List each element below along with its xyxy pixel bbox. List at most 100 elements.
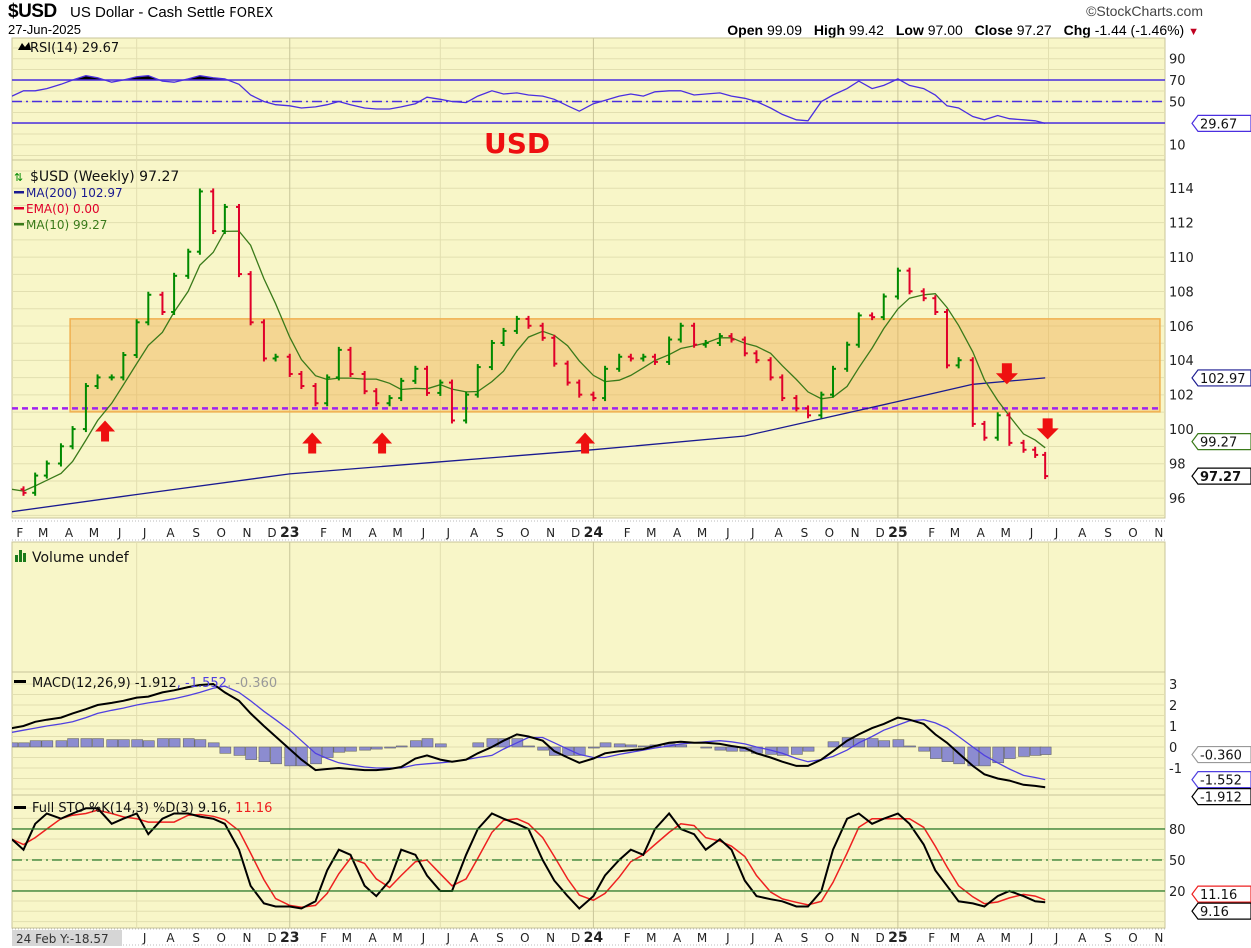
month-tick-label: O xyxy=(825,931,834,945)
macd-histogram-bar xyxy=(941,746,954,762)
macd-histogram-bar xyxy=(537,746,549,751)
macd-histogram-bar xyxy=(1018,746,1030,757)
macd-histogram-bar xyxy=(157,738,169,748)
month-tick-label: F xyxy=(320,931,327,945)
month-tick-label: A xyxy=(774,526,783,540)
month-tick-label: D xyxy=(875,931,884,945)
price-bar xyxy=(272,353,279,362)
exchange: FOREX xyxy=(229,6,274,21)
price-bar xyxy=(20,486,27,496)
price-bar xyxy=(1020,439,1027,453)
price-bar xyxy=(312,383,319,407)
sto-d-value-tag: 11.16 xyxy=(1191,885,1251,903)
close-label: Close xyxy=(974,22,1013,38)
price-bar xyxy=(69,426,76,450)
price-bar xyxy=(616,353,623,372)
macd-histogram-bar xyxy=(395,745,408,748)
rsi-icon xyxy=(18,42,31,50)
price-bar xyxy=(513,315,520,334)
macd-histogram-bar xyxy=(802,746,815,752)
macd-hist-value-tag: -0.360 xyxy=(1191,745,1251,764)
month-tick-label: J xyxy=(1029,526,1034,540)
price-bar xyxy=(94,374,101,390)
ohlc-readout: Open 99.09 High 99.42 Low 97.00 Close 97… xyxy=(719,22,1199,38)
month-tick-label: D xyxy=(875,526,884,540)
ma10-line xyxy=(12,230,1046,492)
macd-histogram-bar xyxy=(435,743,447,748)
macd-histogram-bar xyxy=(638,745,650,748)
macd-value-tag-text: -1.912 xyxy=(1200,791,1242,806)
macd-legend: MACD(12,26,9) -1.912, -1.552, -0.360 xyxy=(32,676,277,691)
macd-histogram-bar xyxy=(118,739,130,748)
ema0-legend: EMA(0) 0.00 xyxy=(26,202,100,216)
rsi-legend: RSI(14) 29.67 xyxy=(30,41,119,56)
month-tick-label: A xyxy=(673,931,682,945)
price-bar xyxy=(335,346,342,381)
month-tick-label: O xyxy=(216,526,225,540)
price-bar xyxy=(133,319,140,359)
sto-d-line xyxy=(12,809,1046,908)
price-bar xyxy=(196,188,203,255)
macd-histogram-bar xyxy=(827,741,840,748)
month-tick-label: M xyxy=(89,526,99,540)
month-tick-label: J xyxy=(725,931,730,945)
price-bar xyxy=(412,365,419,384)
macd-histogram-bar xyxy=(168,738,181,748)
macd-histogram-bar xyxy=(80,738,93,748)
macd-histogram-bar xyxy=(878,740,891,748)
month-tick-label: F xyxy=(928,526,935,540)
price-bar xyxy=(627,353,634,362)
price-bar xyxy=(767,357,774,381)
macd-tick-label: -1 xyxy=(1169,762,1182,777)
month-tick-label: N xyxy=(546,526,555,540)
ma10-value-tag-box xyxy=(1191,433,1251,451)
month-tick-label: A xyxy=(774,931,783,945)
ma10-value-tag-text: 99.27 xyxy=(1200,436,1237,451)
macd-tick-label: 0 xyxy=(1169,741,1177,756)
ma200-value-tag-text: 102.97 xyxy=(1200,372,1246,387)
price-bar xyxy=(185,248,192,279)
month-tick-label: O xyxy=(520,526,529,540)
macd-histogram-bar xyxy=(321,746,334,758)
month-tick-label: M xyxy=(38,526,48,540)
open-label: Open xyxy=(727,22,764,38)
macd-value-tag: -1.912 xyxy=(1191,787,1251,806)
month-tick-label: O xyxy=(1128,931,1137,945)
month-tick-label: 23 xyxy=(280,525,299,541)
high-label: High xyxy=(813,22,846,38)
brand-link[interactable]: ©StockCharts.com xyxy=(1086,3,1203,19)
price-bar xyxy=(818,391,825,419)
price-bar xyxy=(361,370,368,395)
price-bar xyxy=(488,339,495,371)
sto-d-value-tag-box xyxy=(1191,885,1251,903)
sto-legend-part: Full STO %K(14,3) %D(3) 9.16, xyxy=(32,801,235,816)
month-tick-label: 25 xyxy=(888,525,907,541)
arrow-up-icon xyxy=(302,432,323,454)
macd-signal-value-tag-text: -1.552 xyxy=(1200,774,1242,789)
macd-histogram-bar xyxy=(1029,746,1042,756)
price-bar xyxy=(324,374,331,407)
macd-histogram-bar xyxy=(131,739,143,748)
price-bar xyxy=(805,405,812,419)
price-bar xyxy=(347,346,354,377)
ma10-value-tag: 99.27 xyxy=(1191,433,1251,451)
macd-histogram-bar xyxy=(472,742,485,748)
month-tick-label: N xyxy=(1154,526,1163,540)
ma10-legend: MA(10) 99.27 xyxy=(26,218,107,232)
ma200-value-tag: 102.97 xyxy=(1191,369,1251,387)
month-tick-label: O xyxy=(1128,526,1137,540)
price-bar xyxy=(830,365,837,398)
month-tick-label: A xyxy=(470,526,479,540)
macd-histogram-bar xyxy=(106,739,118,748)
month-tick-label: N xyxy=(851,526,860,540)
ma10-legend-swatch xyxy=(14,223,24,226)
macd-histogram-bar xyxy=(182,738,195,748)
macd-histogram-bar xyxy=(143,740,155,748)
arrow-up-icon xyxy=(575,432,596,454)
macd-histogram-bar xyxy=(523,745,535,748)
price-bar xyxy=(298,370,305,390)
month-tick-label: F xyxy=(320,526,327,540)
month-tick-label: A xyxy=(65,526,74,540)
macd-histogram-bar xyxy=(194,739,207,748)
